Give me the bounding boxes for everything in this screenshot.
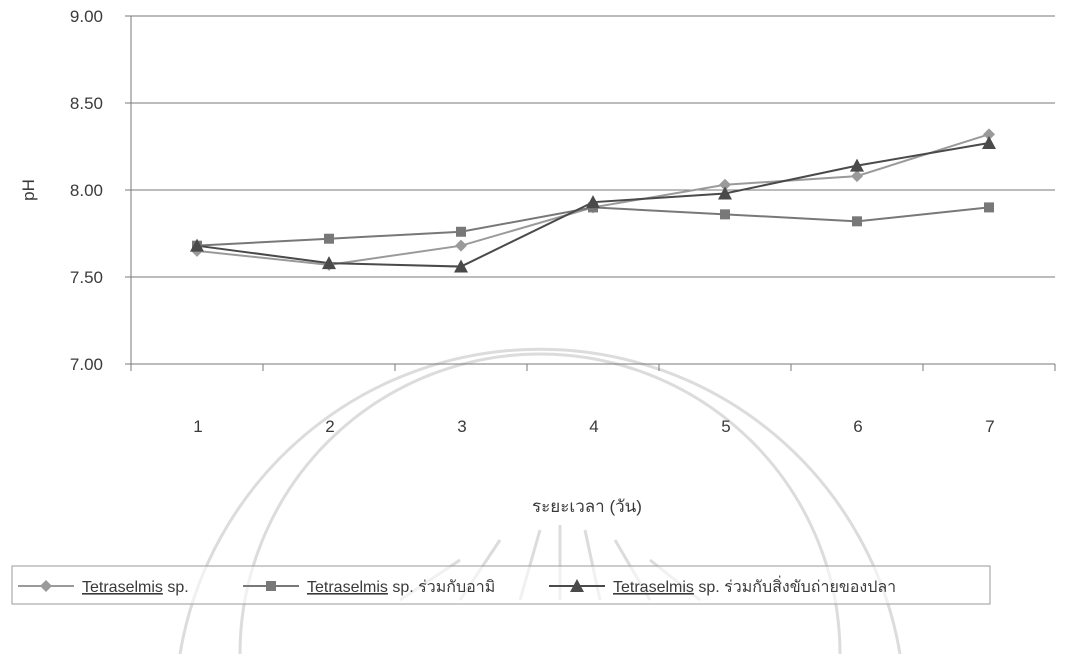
data-point-triangle [850, 158, 864, 172]
x-tick-labels: 1 2 3 4 5 6 7 [193, 417, 994, 436]
legend-label: Tetraselmis sp. ร่วมกับสิ่งขับถ่ายของปลา [613, 575, 896, 596]
data-point-triangle [982, 136, 996, 150]
legend: Tetraselmis sp. Tetraselmis sp. ร่วมกับอา… [11, 565, 991, 605]
gridlines [131, 15, 1055, 278]
x-tick-label: 4 [589, 417, 598, 436]
data-point-triangle [190, 238, 204, 252]
data-point-diamond [719, 178, 731, 191]
data-point-diamond [983, 128, 995, 141]
legend-label: Tetraselmis sp. [82, 579, 189, 596]
data-point-triangle [718, 186, 732, 200]
legend-rest: sp. ร่วมกับสิ่งขับถ่ายของปลา [694, 575, 896, 596]
data-point-square [324, 233, 334, 244]
y-tick-label: 7.00 [70, 355, 103, 374]
legend-item: Tetraselmis sp. [18, 579, 189, 596]
data-point-square [984, 202, 994, 213]
legend-genus: Tetraselmis [613, 579, 694, 596]
data-point-square [720, 209, 730, 220]
legend-item: Tetraselmis sp. ร่วมกับสิ่งขับถ่ายของปลา [549, 575, 896, 596]
y-tick-labels: 7.00 7.50 8.00 8.50 9.00 [70, 7, 103, 374]
x-axis-title: ระยะเวลา (วัน) [532, 497, 642, 516]
y-tick-label: 7.50 [70, 268, 103, 287]
data-point-diamond [455, 239, 467, 252]
y-tick-label: 8.00 [70, 181, 103, 200]
data-point-triangle [586, 195, 600, 209]
legend-marker-triangle [570, 579, 584, 592]
y-tick-label: 9.00 [70, 7, 103, 26]
legend-box [11, 565, 991, 605]
legend-marker-square [266, 581, 276, 591]
x-tick-label: 7 [985, 417, 994, 436]
y-axis-title: pH [19, 179, 38, 201]
data-point-diamond [851, 170, 863, 183]
legend-item: Tetraselmis sp. ร่วมกับอามิ [243, 579, 495, 596]
data-point-square [852, 216, 862, 227]
series-markers [190, 128, 996, 273]
axes [125, 15, 1056, 371]
legend-rest: sp. ร่วมกับอามิ [388, 579, 495, 596]
x-tick-label: 6 [853, 417, 862, 436]
x-tick-label: 2 [325, 417, 334, 436]
legend-items: Tetraselmis sp. Tetraselmis sp. ร่วมกับอา… [18, 575, 896, 596]
data-point-triangle [322, 256, 336, 270]
legend-genus: Tetraselmis [82, 579, 163, 596]
x-tick-label: 5 [721, 417, 730, 436]
legend-label: Tetraselmis sp. ร่วมกับอามิ [307, 579, 495, 596]
legend-rest: sp. [163, 579, 189, 596]
x-tick-label: 3 [457, 417, 466, 436]
data-point-square [456, 226, 466, 237]
data-point-triangle [454, 259, 468, 273]
y-tick-label: 8.50 [70, 94, 103, 113]
legend-genus: Tetraselmis [307, 579, 388, 596]
legend-marker-diamond [40, 580, 52, 592]
x-tick-label: 1 [193, 417, 202, 436]
